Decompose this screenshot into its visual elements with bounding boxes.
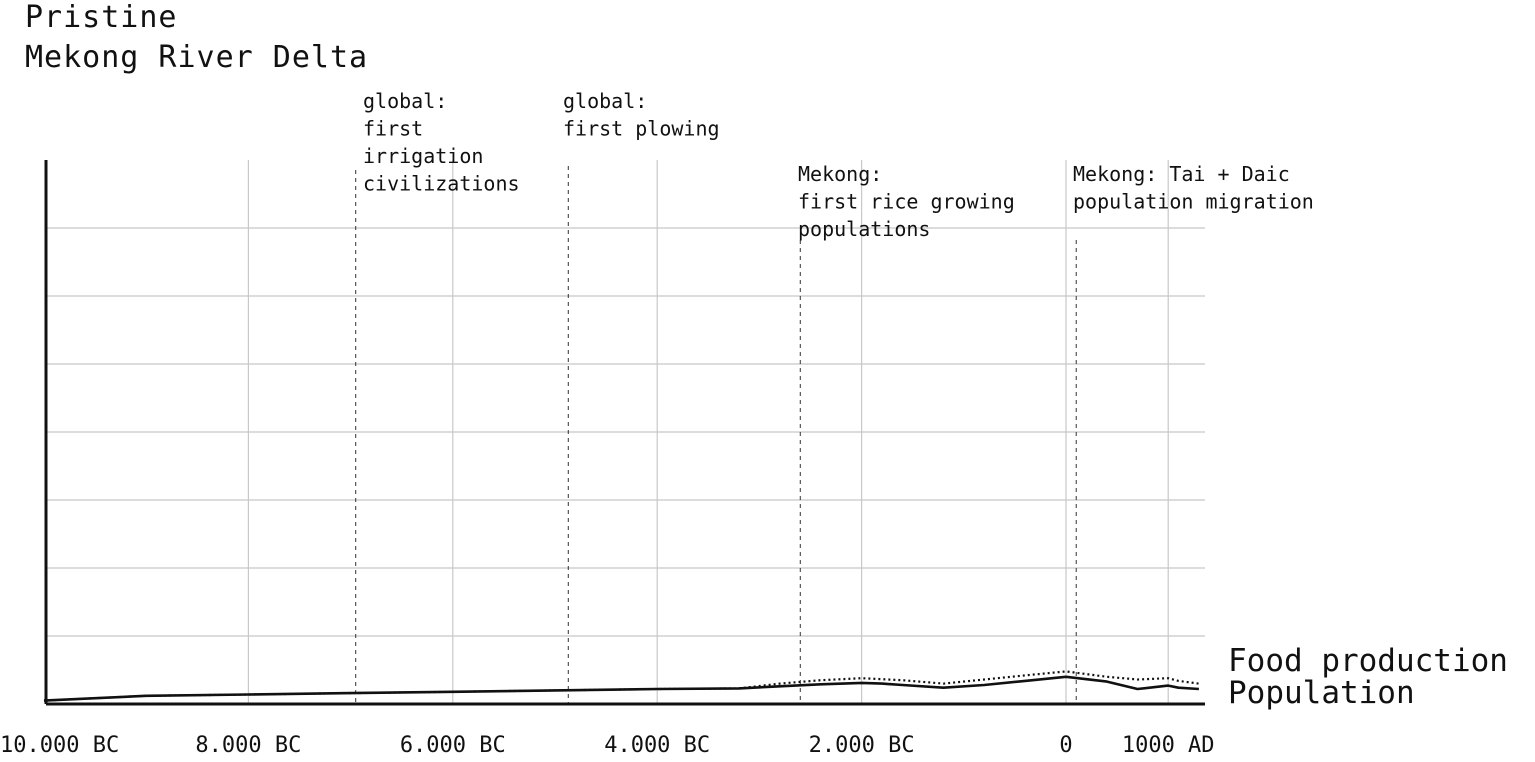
annotation-label: first rice growing	[798, 190, 1015, 214]
annotation-label: Mekong: Tai + Daic	[1073, 162, 1290, 186]
chart-title: Pristine	[25, 0, 178, 35]
annotation-label: populations	[798, 217, 930, 241]
x-tick-label: 4.000 BC	[604, 733, 710, 758]
annotations: global: first irrigation civilizations globa…	[355, 89, 1314, 704]
series-label: Population	[1228, 675, 1415, 711]
x-tick-label: 1000 AD	[1122, 733, 1215, 758]
series-lines	[43, 670, 1200, 702]
annotation-label: Mekong:	[798, 162, 882, 186]
x-tick-label: 2.000 BC	[809, 733, 915, 758]
annotation-label: population migration	[1073, 190, 1314, 214]
axes	[44, 160, 1205, 706]
series-line-population	[43, 675, 1199, 702]
annotation-label: first plowing	[563, 117, 720, 141]
series-line-food-production	[43, 670, 1200, 702]
x-tick-label: 6.000 BC	[400, 733, 506, 758]
annotation-label: global:	[563, 89, 647, 113]
annotation-label: irrigation	[363, 144, 483, 168]
annotation-label: civilizations	[363, 172, 520, 196]
series-label: Food production	[1228, 643, 1508, 679]
x-tick-label: 10.000 BC	[0, 733, 119, 758]
x-tick-label: 8.000 BC	[195, 733, 301, 758]
annotation-label: first	[363, 117, 423, 141]
chart-subtitle: Mekong River Delta	[25, 40, 369, 75]
x-tick-labels: 10.000 BC 8.000 BC 6.000 BC 4.000 BC 2.000 B…	[0, 733, 1215, 758]
annotation-label: global:	[363, 89, 447, 113]
gridlines	[46, 160, 1205, 704]
x-tick-label: 0	[1059, 733, 1072, 758]
